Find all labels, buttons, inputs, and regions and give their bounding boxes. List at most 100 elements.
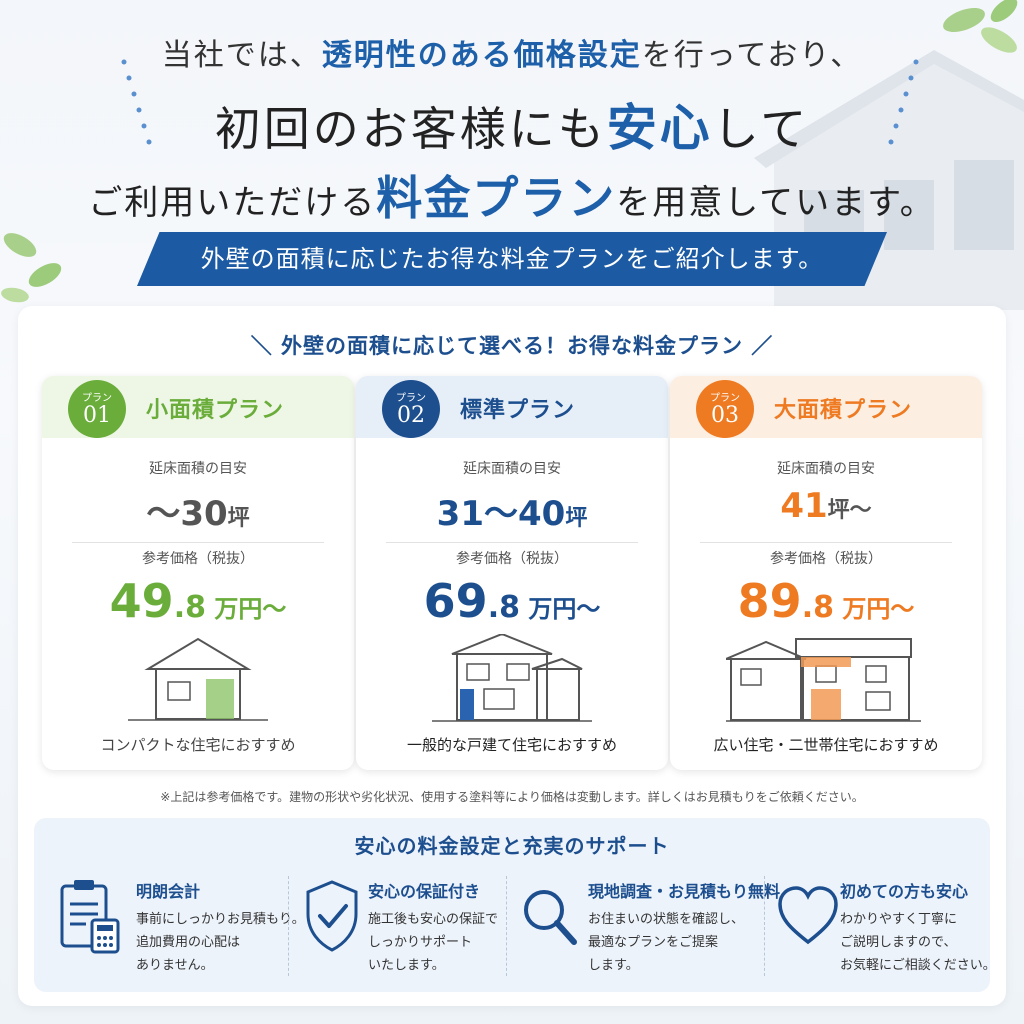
support-text-line: します。 <box>588 958 639 973</box>
support-item-heading: 現地調査・お見積もり無料 <box>588 882 781 901</box>
support-text-line: 事前にしっかりお見積もり。 <box>136 912 305 927</box>
area-unit: 坪 <box>565 506 588 531</box>
hero-line-1-highlight: 透明性のある価格設定 <box>321 38 642 73</box>
price-label: 参考価格（税抜） <box>456 551 568 567</box>
hero-line-3-highlight: 料金プラン <box>376 171 617 225</box>
support-item-first-time: 初めての方も安心 わかりやすく丁寧に ご説明しますので、 お気軽にご相談ください… <box>776 872 996 982</box>
hero-line-3-pre: ご利用いただける <box>88 183 377 223</box>
support-item-warranty: 安心の保証付き 施工後も安心の保証で しっかりサポート いたします。 <box>300 872 505 982</box>
support-text-line: ご説明しますので、 <box>840 935 957 950</box>
leaves-left-decoration-icon <box>1 233 62 303</box>
support-text-line: お気軽にご相談ください。 <box>840 958 996 973</box>
price-value: 69.8 万円～ <box>356 574 668 628</box>
plan-card-standard[interactable]: プラン 02 標準プラン 延床面積の目安 31～40坪 参考価格（税抜） 69.… <box>356 376 668 770</box>
support-text-line: わかりやすく丁寧に <box>840 912 958 927</box>
area-unit: 坪 <box>227 506 250 531</box>
support-title: 安心の料金設定と充実のサポート <box>354 834 670 858</box>
hero-line-3-post: を用意しています。 <box>616 183 936 223</box>
shield-check-icon <box>306 880 358 952</box>
plan-card-header: プラン 01 小面積プラン <box>42 376 354 438</box>
area-number: 30 <box>180 494 228 534</box>
heart-icon <box>778 886 838 945</box>
area-label: 延床面積の目安 <box>777 461 875 477</box>
plan-name: 大面積プラン <box>774 398 913 423</box>
area-number: 41 <box>780 486 828 526</box>
large-house-icon <box>726 638 921 722</box>
hero-line-2-post: して <box>712 102 810 156</box>
area-value: ～30坪 <box>42 486 354 535</box>
support-text-line: 施工後も安心の保証で <box>368 912 499 927</box>
support-item-free-survey: 現地調査・お見積もり無料 お住まいの状態を確認し、 最適なプランをご提案 します… <box>518 872 780 982</box>
price-unit: 万円～ <box>833 595 915 623</box>
plan-card-small[interactable]: プラン 01 小面積プラン 延床面積の目安 ～30坪 参考価格（税抜） 49.8… <box>42 376 354 770</box>
plan-badge-number: 03 <box>711 403 739 428</box>
support-item-clear-accounting: 明朗会計 事前にしっかりお見積もり。 追加費用の心配は ありません。 <box>58 872 305 982</box>
plan-badge: プラン 02 <box>382 380 440 438</box>
support-item-text: 施工後も安心の保証で しっかりサポート いたします。 <box>368 908 498 977</box>
price-label: 参考価格（税抜） <box>770 551 882 567</box>
price-label: 参考価格（税抜） <box>142 551 254 567</box>
plan-recommendation: コンパクトな住宅におすすめ <box>100 736 296 754</box>
plan-badge-label: プラン <box>396 393 426 404</box>
small-house-icon <box>128 637 268 721</box>
support-text-line: しっかりサポート <box>368 935 473 950</box>
support-text-line: 最適なプランをご提案 <box>588 935 719 950</box>
price-integer: 49 <box>109 574 174 628</box>
support-text-line: ありません。 <box>136 958 214 973</box>
support-panel <box>34 818 990 992</box>
plan-card-header: プラン 03 大面積プラン <box>670 376 982 438</box>
plan-badge-label: プラン <box>82 393 112 404</box>
price-decimal: .8 <box>801 590 834 625</box>
area-value: 41坪～ <box>670 486 982 526</box>
support-item-text: わかりやすく丁寧に ご説明しますので、 お気軽にご相談ください。 <box>840 908 996 977</box>
support-text-line: お住まいの状態を確認し、 <box>588 912 745 927</box>
price-unit: 万円～ <box>519 595 601 623</box>
hero-line-2-pre: 初回のお客様にも <box>214 102 607 156</box>
support-divider <box>764 876 765 976</box>
plan-recommendation: 広い住宅・二世帯住宅におすすめ <box>713 736 939 754</box>
intro-ribbon: 外壁の面積に応じたお得な料金プランをご紹介します。 <box>137 232 887 286</box>
plan-badge: プラン 01 <box>68 380 126 438</box>
hero-line-2-highlight: 安心 <box>606 98 713 157</box>
plan-badge-label: プラン <box>710 393 740 404</box>
support-text-line: いたします。 <box>368 958 445 973</box>
area-unit: 坪 <box>827 498 850 523</box>
area-prefix: ～ <box>146 494 181 534</box>
area-label: 延床面積の目安 <box>463 461 561 477</box>
card-divider <box>72 542 324 543</box>
plan-recommendation: 一般的な戸建て住宅におすすめ <box>406 736 617 754</box>
support-divider <box>288 876 289 976</box>
price-integer: 69 <box>423 574 488 628</box>
area-value: 31～40坪 <box>356 486 668 535</box>
price-decimal: .8 <box>487 590 520 625</box>
support-item-text: お住まいの状態を確認し、 最適なプランをご提案 します。 <box>588 908 744 977</box>
clipboard-calculator-icon <box>60 880 120 954</box>
price-unit: 万円～ <box>205 595 287 623</box>
support-divider <box>506 876 507 976</box>
price-integer: 89 <box>737 574 802 628</box>
support-item-text: 事前にしっかりお見積もり。 追加費用の心配は ありません。 <box>136 908 305 977</box>
magnifier-icon <box>524 890 577 945</box>
card-divider <box>386 542 638 543</box>
plan-name: 標準プラン <box>460 398 576 423</box>
plan-card-large[interactable]: プラン 03 大面積プラン 延床面積の目安 41坪～ 参考価格（税抜） 89.8… <box>670 376 982 770</box>
plan-badge: プラン 03 <box>696 380 754 438</box>
plan-card-header: プラン 02 標準プラン <box>356 376 668 438</box>
standard-house-icon <box>432 634 592 722</box>
area-label: 延床面積の目安 <box>149 461 247 477</box>
dots-decoration-left-icon <box>121 59 152 145</box>
price-decimal: .8 <box>173 590 206 625</box>
area-suffix: ～ <box>849 498 872 523</box>
area-number: 31～40 <box>436 494 566 534</box>
plan-badge-number: 01 <box>83 403 111 428</box>
hero-line-1-pre: 当社では、 <box>161 38 322 73</box>
plans-section-title: ＼ 外壁の面積に応じて選べる！お得な料金プラン ／ <box>250 334 774 358</box>
hero-line-3: ご利用いただける料金プランを用意しています。 <box>0 162 1024 228</box>
plan-name: 小面積プラン <box>146 398 285 423</box>
support-item-heading: 安心の保証付き <box>368 882 481 901</box>
leaves-decoration-icon <box>943 0 1018 53</box>
support-text-line: 追加費用の心配は <box>136 935 241 950</box>
dots-decoration-right-icon <box>888 59 919 145</box>
card-divider <box>700 542 952 543</box>
price-disclaimer: ※上記は参考価格です。建物の形状や劣化状況、使用する塗料等により価格は変動します… <box>160 790 864 804</box>
